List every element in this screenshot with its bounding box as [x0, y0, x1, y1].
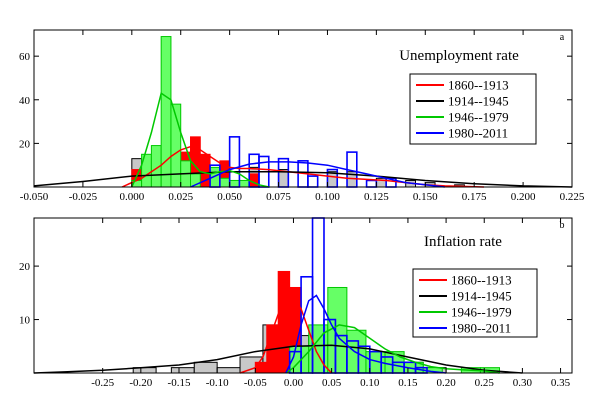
x-tick-label: -0.025 — [69, 191, 98, 203]
x-tick-label: 0.150 — [413, 191, 438, 203]
y-tick-label: 20 — [19, 261, 31, 273]
density-curve — [121, 145, 485, 188]
x-tick-label: 0.175 — [462, 191, 487, 203]
x-tick-label: 0.025 — [168, 191, 193, 203]
histogram-bar — [228, 136, 241, 188]
histogram-bar — [365, 179, 378, 188]
legend-label: 1860--1913 — [448, 78, 509, 93]
density-curve — [190, 161, 445, 188]
histogram-bar — [193, 361, 218, 374]
x-tick-label: 0.125 — [364, 191, 389, 203]
x-tick-label: -0.20 — [129, 377, 152, 389]
x-tick-label: -0.050 — [20, 191, 49, 203]
x-tick-label: 0.00 — [284, 377, 304, 389]
histogram-bar — [346, 329, 367, 374]
y-tick-label: 60 — [19, 51, 31, 63]
panel-tag-b: b — [560, 220, 565, 231]
histogram-bar — [216, 367, 241, 374]
x-tick-label: 0.075 — [266, 191, 291, 203]
y-tick-label: 20 — [19, 138, 31, 150]
density-curve — [131, 91, 269, 188]
density-curve — [285, 324, 500, 374]
x-tick-label: 0.35 — [551, 377, 571, 389]
chart-title-inflation: Inflation rate — [424, 234, 502, 250]
x-tick-label: 0.050 — [217, 191, 242, 203]
density-curve — [285, 294, 447, 374]
x-tick-label: 0.25 — [475, 377, 495, 389]
y-tick-label: 40 — [19, 95, 31, 107]
density-curve — [239, 297, 333, 374]
histogram-bar — [219, 177, 231, 188]
x-tick-label: 0.30 — [513, 377, 533, 389]
x-tick-label: 0.200 — [511, 191, 536, 203]
x-tick-label: -0.25 — [91, 377, 114, 389]
x-tick-label: -0.10 — [206, 377, 229, 389]
x-tick-label: 0.100 — [315, 191, 340, 203]
legend-label: 1914--1945 — [451, 289, 512, 304]
legend-label: 1946--1979 — [448, 110, 509, 125]
x-tick-label: 0.05 — [322, 377, 342, 389]
y-tick-label: 10 — [19, 315, 31, 327]
x-tick-label: -0.05 — [244, 377, 267, 389]
x-tick-label: 0.000 — [119, 191, 144, 203]
panel-unemployment: Unemployment rate a -0.050 -0.025 0.000 0.0… — [19, 29, 585, 203]
histogram-bar — [327, 286, 348, 374]
density-curve — [33, 344, 523, 374]
legend-label: 1860--1913 — [451, 273, 512, 288]
x-tick-label: 0.15 — [398, 377, 418, 389]
histogram-bar — [238, 179, 250, 188]
plot-area — [33, 36, 573, 188]
histogram-bar — [307, 175, 319, 188]
plot-frame — [33, 217, 573, 374]
x-tick-label: 0.20 — [436, 377, 456, 389]
histogram-bar — [254, 361, 268, 374]
panel-inflation: Inflation rate b -0.25 -0.20 -0.15 -0.10 -0.… — [19, 217, 573, 389]
x-tick-label: -0.15 — [168, 377, 191, 389]
plot-area — [33, 217, 523, 374]
density-curve — [33, 170, 573, 188]
histogram-bar — [229, 179, 240, 188]
legend-label: 1980--2011 — [451, 321, 511, 336]
x-tick-label: 0.10 — [360, 377, 380, 389]
chart-title-unemployment: Unemployment rate — [399, 48, 519, 64]
histogram-bar — [170, 367, 195, 374]
panel-tag-a: a — [560, 32, 565, 43]
x-tick-label: 0.225 — [560, 191, 585, 203]
legend-label: 1980--2011 — [448, 126, 508, 141]
histogram-bar — [277, 270, 291, 374]
legend-label: 1914--1945 — [448, 94, 509, 109]
plot-frame — [33, 29, 573, 188]
legend-label: 1946--1979 — [451, 305, 512, 320]
